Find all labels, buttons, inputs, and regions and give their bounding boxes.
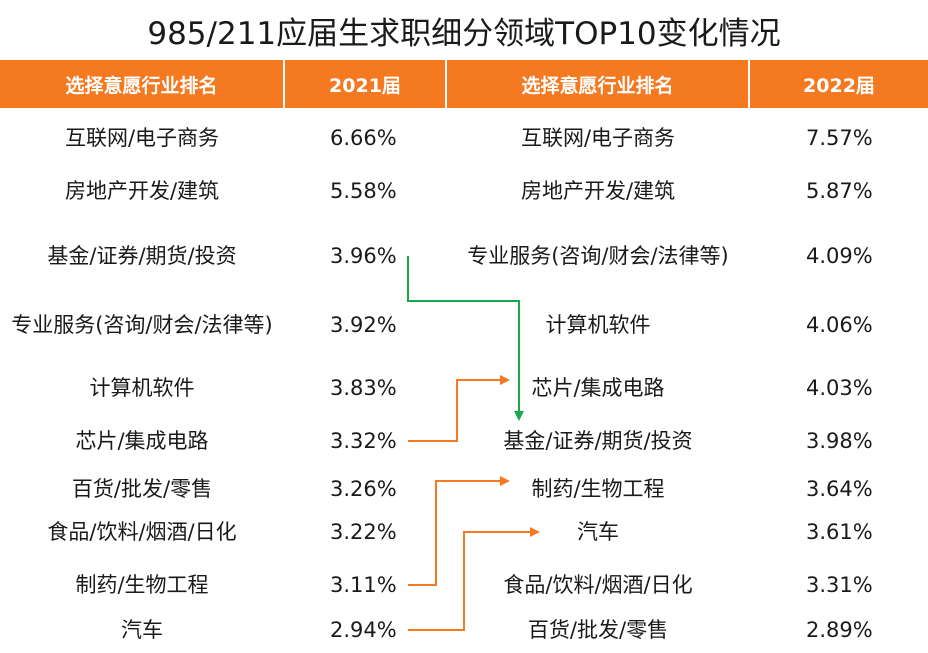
left-industry-name: 芯片/集成电路 [75, 429, 209, 453]
right-industry-value: 3.31% [806, 573, 873, 597]
header-left-year: 2021届 [285, 60, 445, 108]
right-industry-value: 3.61% [806, 520, 873, 544]
left-industry-name: 房地产开发/建筑 [64, 179, 220, 203]
left-industry-value: 6.66% [330, 126, 397, 150]
rank-up-arrow [408, 476, 510, 586]
left-industry-value: 3.11% [330, 573, 397, 597]
header-right-industry: 选择意愿行业排名 [447, 60, 748, 108]
right-industry-value: 4.09% [806, 244, 873, 268]
right-industry-name: 芯片/集成电路 [531, 376, 665, 400]
left-industry-name: 基金/证券/期货/投资 [47, 244, 237, 268]
right-industry-name: 基金/证券/期货/投资 [503, 429, 693, 453]
right-industry-value: 4.03% [806, 376, 873, 400]
right-industry-name: 计算机软件 [545, 313, 651, 337]
left-industry-name: 制药/生物工程 [75, 573, 209, 597]
right-industry-name: 食品/饮料/烟酒/日化 [503, 573, 693, 597]
header-left-industry: 选择意愿行业排名 [0, 60, 283, 108]
rank-up-arrow [408, 375, 510, 442]
right-industry-value: 3.98% [806, 429, 873, 453]
left-industry-name: 汽车 [121, 618, 163, 642]
right-industry-value: 3.64% [806, 477, 873, 501]
right-industry-name: 专业服务(咨询/财会/法律等) [467, 244, 729, 268]
right-industry-value: 4.06% [806, 313, 873, 337]
left-industry-value: 3.26% [330, 477, 397, 501]
right-industry-name: 房地产开发/建筑 [520, 179, 676, 203]
right-industry-name: 互联网/电子商务 [520, 126, 676, 150]
left-industry-name: 计算机软件 [89, 376, 195, 400]
chart-title: 985/211应届生求职细分领域TOP10变化情况 [147, 16, 781, 52]
right-industry-name: 汽车 [577, 520, 619, 544]
left-industry-value: 5.58% [330, 179, 397, 203]
right-industry-name: 百货/批发/零售 [527, 618, 669, 642]
left-industry-value: 2.94% [330, 618, 397, 642]
right-industry-value: 5.87% [806, 179, 873, 203]
left-industry-value: 3.22% [330, 520, 397, 544]
left-industry-value: 3.92% [330, 313, 397, 337]
left-industry-name: 专业服务(咨询/财会/法律等) [11, 313, 273, 337]
left-industry-name: 百货/批发/零售 [71, 477, 213, 501]
left-industry-name: 食品/饮料/烟酒/日化 [47, 520, 237, 544]
left-industry-value: 3.96% [330, 244, 397, 268]
rank-up-arrow [408, 527, 540, 631]
right-industry-name: 制药/生物工程 [531, 477, 665, 501]
right-industry-value: 7.57% [806, 126, 873, 150]
left-industry-value: 3.32% [330, 429, 397, 453]
right-industry-value: 2.89% [806, 618, 873, 642]
left-industry-value: 3.83% [330, 376, 397, 400]
header-right-year: 2022届 [750, 60, 928, 108]
left-industry-name: 互联网/电子商务 [64, 126, 220, 150]
rank-down-arrow [407, 256, 524, 421]
